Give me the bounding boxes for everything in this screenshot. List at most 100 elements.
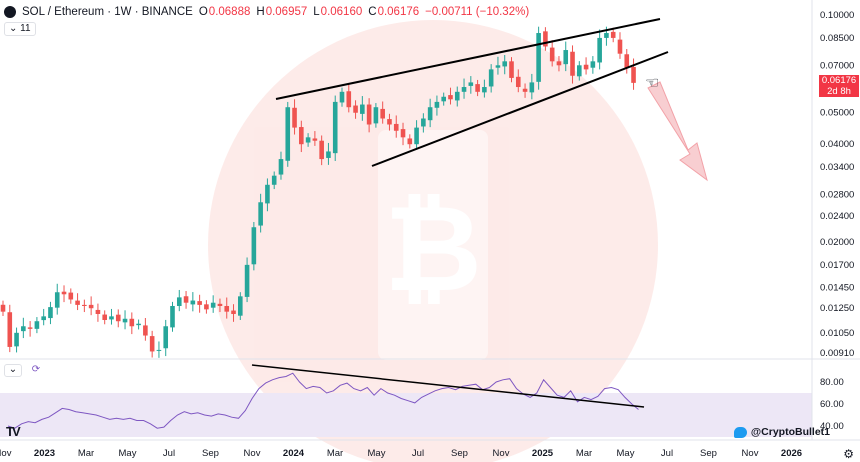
candle-body: [577, 65, 582, 77]
bitcoin-icon: ₿: [384, 182, 482, 316]
candle-body: [129, 318, 135, 327]
candle-body: [21, 326, 26, 332]
candle-body: [434, 101, 440, 108]
candle-body: [156, 349, 162, 351]
candle-body: [170, 305, 175, 328]
candle-body: [454, 91, 460, 101]
candle-body: [441, 96, 446, 102]
candle-body: [88, 304, 94, 309]
candle-body: [556, 61, 562, 66]
rsi-tick-label: 40.00: [820, 421, 844, 432]
cursor-hand-icon: ☜: [645, 75, 659, 92]
collapse-icon[interactable]: ⌄: [4, 364, 22, 377]
y-tick-label: 0.02800: [820, 190, 854, 201]
rsi-controls: ⌄ ⟳: [4, 364, 44, 377]
candle-body: [115, 314, 121, 322]
candle-body: [27, 327, 33, 329]
x-tick-label: Mar: [327, 448, 343, 459]
y-tick-label: 0.02000: [820, 237, 854, 248]
ohlc-high: H0.06957: [256, 6, 308, 18]
candle-body: [393, 123, 399, 131]
y-tick-label: 0.10000: [820, 10, 854, 21]
candle-body: [339, 91, 345, 103]
y-tick-label: 0.03400: [820, 162, 854, 173]
x-tick-label: Jul: [412, 448, 424, 459]
candle-body: [366, 104, 372, 125]
candle-body: [271, 175, 277, 185]
candle-body: [210, 302, 216, 308]
candle-body: [563, 50, 569, 65]
x-tick-label: Sep: [202, 448, 219, 459]
x-tick-label: Mar: [576, 448, 592, 459]
x-tick-label: Sep: [451, 448, 468, 459]
candle-body: [448, 95, 453, 100]
candle-body: [0, 304, 6, 312]
x-tick-label: 2024: [283, 448, 305, 459]
candle-body: [48, 307, 53, 319]
x-tick-label: Nov: [244, 448, 261, 459]
candle-body: [312, 138, 318, 141]
x-tick-label: Jul: [661, 448, 673, 459]
y-tick-label: 0.01700: [820, 260, 854, 271]
candle-body: [136, 323, 141, 326]
rsi-divergence-trendline: [251, 364, 645, 408]
candle-body: [238, 296, 243, 316]
candle-body: [231, 310, 236, 314]
refresh-icon[interactable]: ⟳: [31, 364, 41, 375]
symbol-title[interactable]: SOL / Ethereum · 1W · BINANCE: [22, 6, 193, 18]
candle-body: [204, 304, 209, 310]
candle-body: [54, 292, 60, 308]
watermark-circle: [208, 20, 658, 462]
candle-body: [421, 118, 426, 127]
y-tick-label: 0.01050: [820, 328, 854, 339]
candle-body: [82, 304, 87, 306]
candle-body: [332, 101, 338, 154]
candle-body: [197, 301, 202, 305]
candle-body: [68, 292, 74, 300]
candle-body: [414, 127, 419, 145]
candle-body: [143, 325, 148, 336]
candle-body: [163, 326, 169, 349]
candle-body: [617, 39, 623, 54]
rsi-tick-label: 80.00: [820, 377, 844, 388]
author-handle: @CryptoBullet1: [750, 426, 830, 438]
candle-body: [34, 321, 40, 329]
candle-body: [631, 66, 636, 83]
candle-body: [41, 316, 46, 321]
candle-body: [285, 107, 291, 161]
y-tick-label: 0.01450: [820, 282, 854, 293]
gear-icon[interactable]: ⚙: [843, 447, 854, 461]
candle-body: [14, 332, 19, 347]
candle-body: [265, 184, 270, 204]
candle-body: [217, 303, 223, 306]
candle-body: [475, 84, 480, 92]
candle-body: [427, 107, 433, 121]
candle-body: [258, 202, 263, 226]
last-price: 0.06176: [821, 75, 857, 86]
chart-header: SOL / Ethereum · 1W · BINANCE O0.06888 H…: [4, 3, 529, 21]
candle-body: [387, 119, 392, 125]
x-tick-label: 2025: [532, 448, 554, 459]
y-tick-label: 0.07000: [820, 60, 854, 71]
x-tick-label: May: [617, 448, 635, 459]
candle-body: [353, 105, 358, 113]
candle-body: [400, 129, 406, 138]
y-tick-label: 0.08500: [820, 33, 854, 44]
candle-countdown: 2d 8h: [827, 86, 851, 97]
candle-body: [583, 64, 589, 70]
indicator-toggle[interactable]: ⌄ 11: [4, 22, 36, 36]
candle-body: [543, 31, 548, 47]
candle-body: [529, 82, 535, 93]
x-tick-label: Nov: [0, 448, 12, 459]
candle-body: [95, 309, 101, 314]
twitter-bird-icon: [733, 426, 747, 438]
candle-body: [109, 316, 114, 320]
candle-body: [278, 159, 284, 175]
candle-body: [61, 291, 67, 295]
ohlc-low: L0.06160: [313, 6, 363, 18]
candle-body: [149, 336, 155, 352]
candle-body: [251, 227, 257, 265]
wedge-upper-trendline: [275, 18, 661, 100]
x-tick-label: Jul: [163, 448, 175, 459]
